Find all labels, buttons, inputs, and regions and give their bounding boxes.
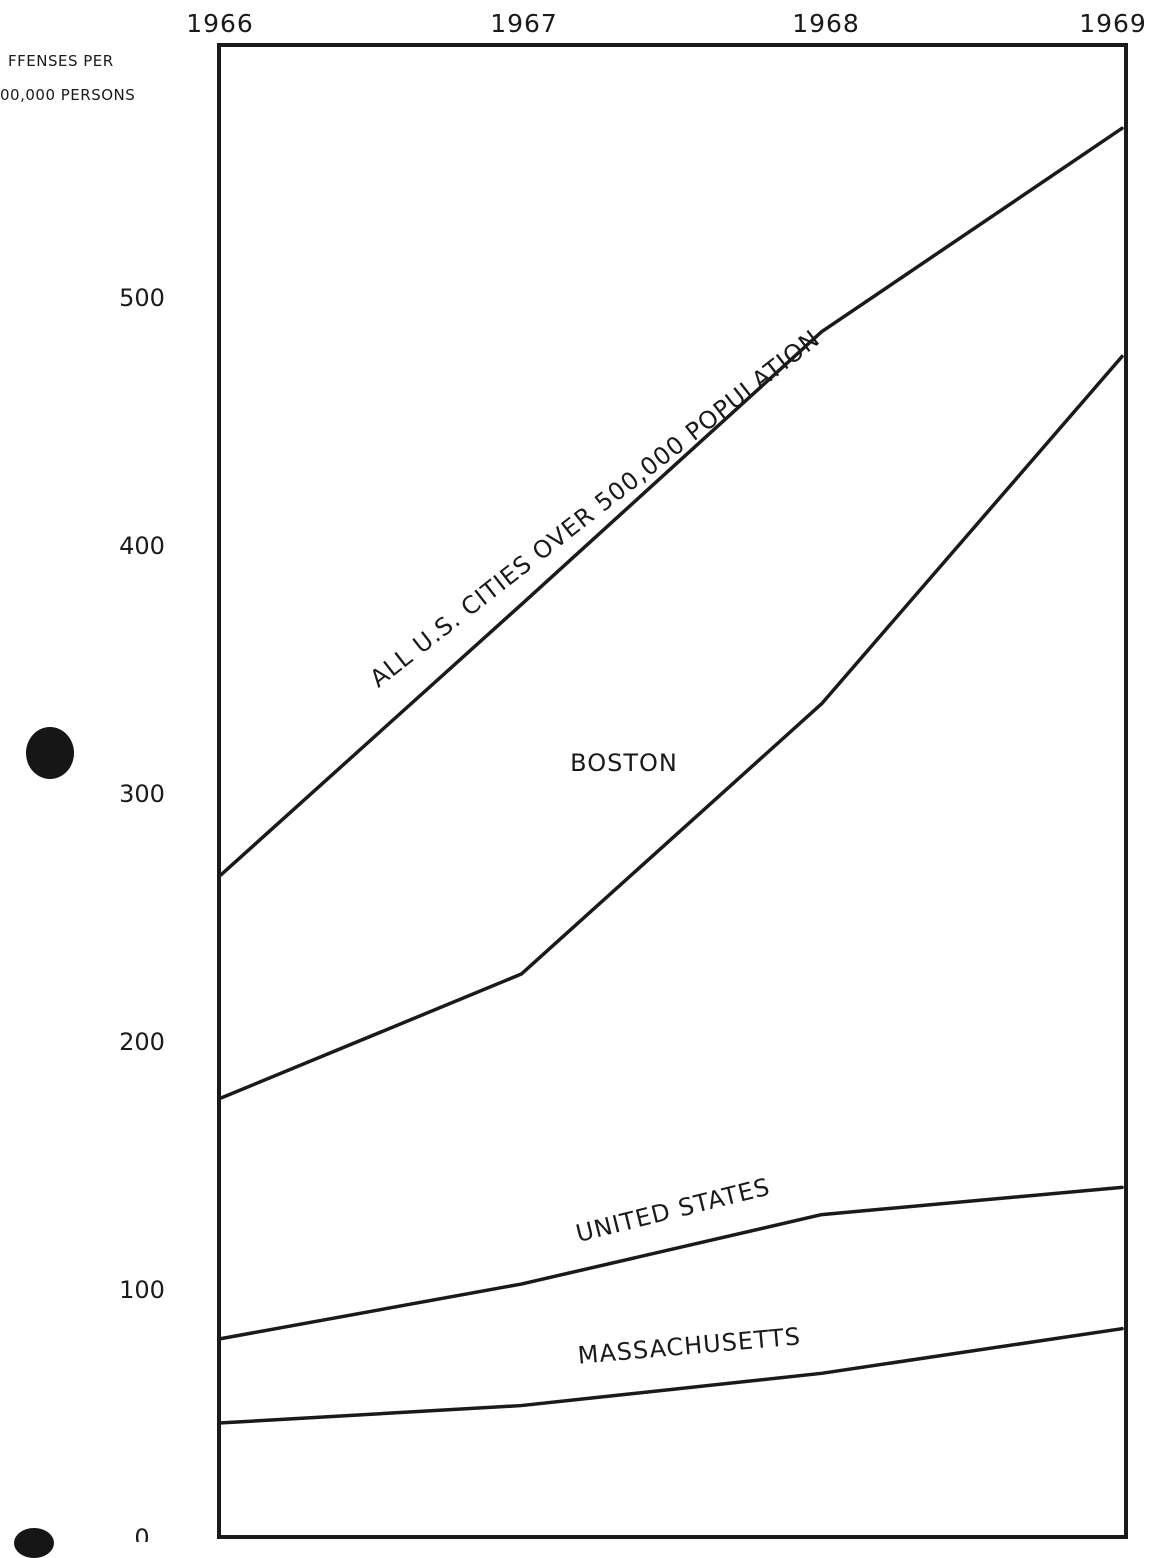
y-tick-label: 500 (119, 284, 165, 312)
y-tick-label: 100 (119, 1276, 165, 1304)
y-tick-label: 200 (119, 1028, 165, 1056)
y-tick-label: 400 (119, 532, 165, 560)
y-axis-label-line-1: FFENSES PER (8, 52, 114, 70)
y-tick-label: 300 (119, 780, 165, 808)
plot-frame (217, 43, 1128, 1539)
series-label: ALL U.S. CITIES OVER 500,000 POPULATION (365, 324, 826, 693)
series-line (219, 354, 1124, 1100)
y-axis-label-line-2: 00,000 PERSONS (0, 86, 136, 104)
x-tick-label: 1969 (1079, 9, 1147, 38)
x-axis-ticks: 1966 1967 1968 1969 (186, 9, 1147, 38)
y-axis-ticks: 0 100 200 300 400 500 (119, 284, 165, 1542)
series-label: BOSTON (570, 749, 678, 777)
x-tick-label: 1966 (186, 9, 254, 38)
series-label: MASSACHUSETTS (577, 1322, 803, 1369)
x-tick-label: 1967 (490, 9, 558, 38)
series-labels: ALL U.S. CITIES OVER 500,000 POPULATION B… (365, 324, 826, 1369)
punch-hole-mark (26, 727, 74, 779)
series-lines (219, 126, 1124, 1425)
x-tick-label: 1968 (792, 9, 860, 38)
y-tick-label: 0 (134, 1524, 149, 1542)
series-label: UNITED STATES (573, 1173, 773, 1248)
series-line (219, 1185, 1124, 1341)
series-line (219, 126, 1124, 877)
series-line (219, 1326, 1124, 1425)
